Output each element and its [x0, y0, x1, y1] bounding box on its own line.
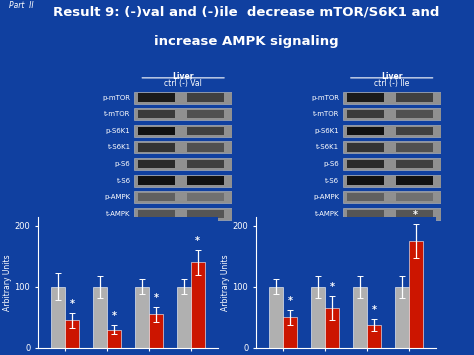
Bar [346, 110, 384, 119]
Text: *: * [371, 305, 376, 315]
Bar [187, 193, 224, 201]
Text: *: * [329, 282, 335, 292]
Bar [346, 176, 384, 185]
Bar [191, 262, 205, 348]
Bar [138, 176, 175, 185]
Bar [187, 143, 224, 152]
Text: *: * [153, 293, 158, 303]
Text: p-AMPK: p-AMPK [104, 194, 130, 200]
Bar [134, 175, 232, 187]
Bar [396, 93, 433, 102]
Bar [343, 158, 441, 170]
Bar [134, 92, 232, 104]
Bar [269, 287, 283, 348]
Bar [187, 210, 224, 218]
Bar [138, 160, 175, 168]
Text: *: * [111, 311, 117, 321]
Bar [346, 160, 384, 168]
Text: t-S6K1: t-S6K1 [316, 144, 339, 151]
Bar [343, 108, 441, 120]
Text: p-S6K1: p-S6K1 [314, 128, 339, 134]
Text: Liver: Liver [173, 72, 194, 81]
Text: *: * [288, 296, 292, 306]
Bar [138, 93, 175, 102]
Bar [138, 143, 175, 152]
Text: p-S6: p-S6 [323, 161, 339, 167]
Bar [135, 287, 149, 348]
Text: *: * [195, 236, 200, 246]
Text: t-S6K1: t-S6K1 [108, 144, 130, 151]
Bar [107, 329, 121, 348]
Bar [93, 287, 107, 348]
Bar [409, 241, 423, 348]
Bar [353, 287, 367, 348]
Bar [343, 141, 441, 153]
Bar [311, 287, 325, 348]
Bar [343, 125, 441, 137]
Bar [396, 143, 433, 152]
Text: p-mTOR: p-mTOR [102, 95, 130, 100]
Text: Result 9: (-)val and (-)ile  decrease mTOR/S6K1 and: Result 9: (-)val and (-)ile decrease mTO… [53, 6, 440, 19]
Text: t-S6: t-S6 [325, 178, 339, 184]
Bar [187, 127, 224, 135]
Text: t-AMPK: t-AMPK [315, 211, 339, 217]
Bar [138, 193, 175, 201]
Bar [283, 317, 297, 348]
Text: t-S6: t-S6 [117, 178, 130, 184]
Bar [346, 193, 384, 201]
Bar [396, 210, 433, 218]
Bar [396, 193, 433, 201]
Y-axis label: Arbitrary Units: Arbitrary Units [3, 254, 12, 311]
Bar [51, 287, 65, 348]
Text: ctrl (-) Val: ctrl (-) Val [164, 79, 202, 88]
Bar [396, 160, 433, 168]
Bar [134, 108, 232, 120]
Bar [343, 92, 441, 104]
Text: ctrl (-) Ile: ctrl (-) Ile [374, 79, 410, 88]
Bar [346, 143, 384, 152]
Bar [187, 160, 224, 168]
Text: t-AMPK: t-AMPK [106, 211, 130, 217]
Bar [187, 110, 224, 119]
Bar [177, 287, 191, 348]
Bar [134, 141, 232, 153]
Bar [396, 110, 433, 119]
Bar [396, 127, 433, 135]
Bar [134, 191, 232, 203]
Text: t-mTOR: t-mTOR [104, 111, 130, 117]
Bar [149, 314, 163, 348]
Text: t-mTOR: t-mTOR [313, 111, 339, 117]
Text: p-S6: p-S6 [115, 161, 130, 167]
Bar [138, 110, 175, 119]
Bar [187, 176, 224, 185]
Bar [346, 127, 384, 135]
Bar [346, 210, 384, 218]
Text: Part  II: Part II [9, 1, 34, 10]
Bar [367, 325, 381, 348]
Bar [325, 308, 339, 348]
Text: *: * [70, 299, 74, 310]
Bar [343, 191, 441, 203]
Bar [343, 175, 441, 187]
Bar [134, 158, 232, 170]
Bar [187, 93, 224, 102]
Text: p-AMPK: p-AMPK [313, 194, 339, 200]
Text: p-mTOR: p-mTOR [311, 95, 339, 100]
Y-axis label: Arbitrary Units: Arbitrary Units [221, 254, 230, 311]
Bar [65, 321, 79, 348]
Text: *: * [413, 210, 418, 220]
Bar [134, 125, 232, 137]
Text: increase AMPK signaling: increase AMPK signaling [154, 36, 339, 49]
Text: p-S6K1: p-S6K1 [106, 128, 130, 134]
Bar [138, 210, 175, 218]
Bar [138, 127, 175, 135]
Text: Liver: Liver [381, 72, 402, 81]
Bar [346, 93, 384, 102]
Bar [343, 208, 441, 220]
Bar [396, 176, 433, 185]
Bar [395, 287, 409, 348]
Bar [134, 208, 232, 220]
